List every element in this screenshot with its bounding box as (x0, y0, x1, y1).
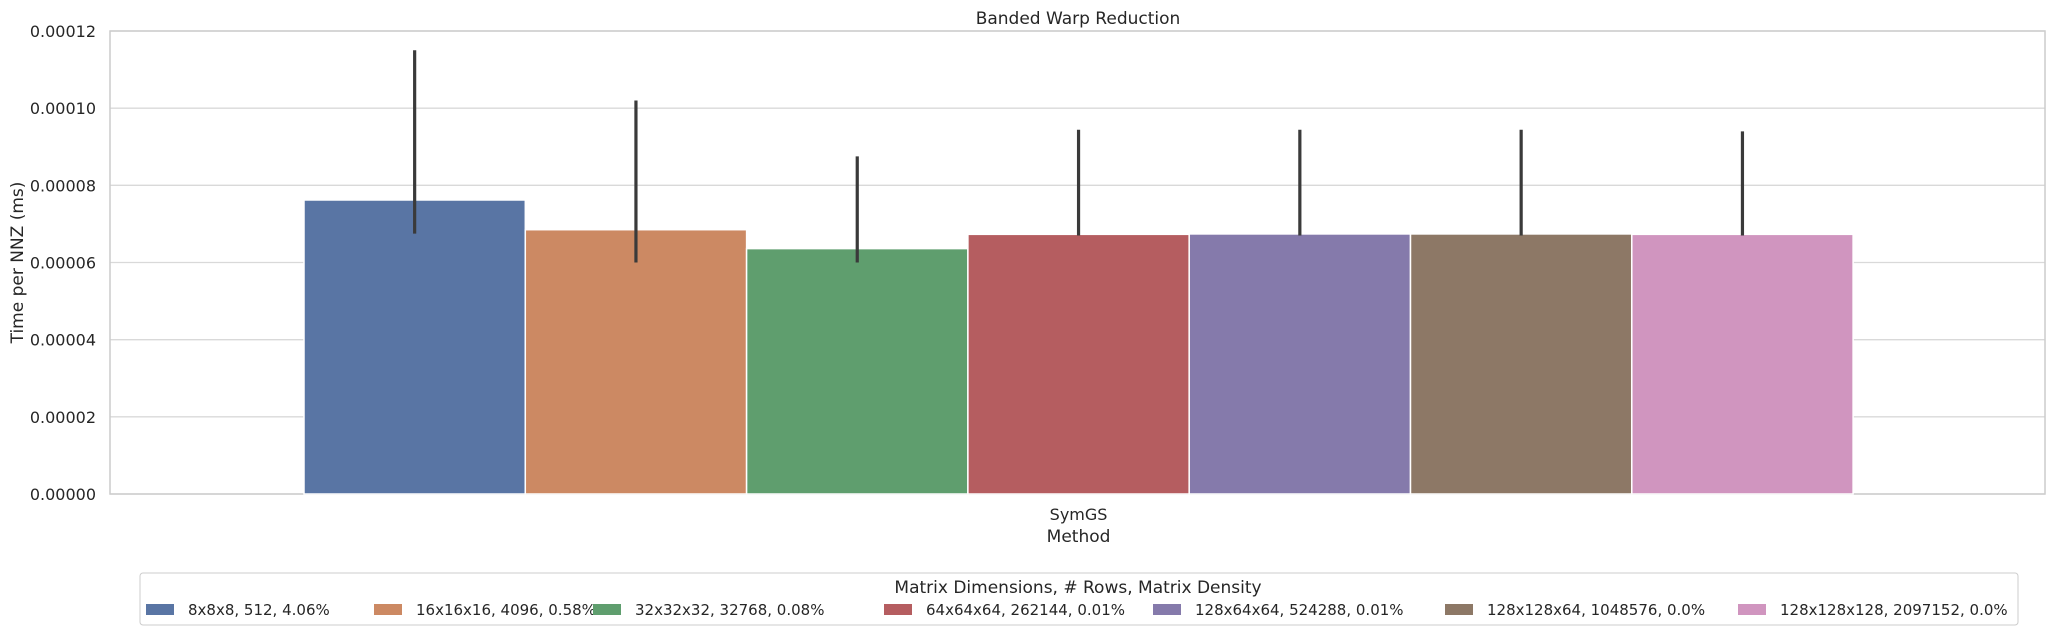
x-tick-labels: SymGS (1050, 505, 1108, 524)
bar (1409, 233, 1633, 495)
legend-swatch (1153, 604, 1181, 615)
legend-title: Matrix Dimensions, # Rows, Matrix Densit… (894, 578, 1261, 598)
bar (1631, 233, 1854, 495)
legend-swatch (1445, 604, 1473, 615)
error-bars (413, 50, 1745, 263)
legend-item: 16x16x16, 4096, 0.58% (374, 601, 596, 619)
bars (303, 199, 1854, 495)
y-tick-label: 0.00004 (30, 331, 96, 350)
legend-label: 128x128x128, 2097152, 0.0% (1780, 601, 2008, 619)
bar (1188, 233, 1412, 495)
y-tick-labels: 0.00000 0.00002 0.00004 0.00006 0.00008 0.000… (30, 22, 96, 504)
y-tick-label: 0.00002 (30, 408, 96, 427)
legend-item: 128x64x64, 524288, 0.01% (1153, 601, 1404, 619)
legend-items: 8x8x8, 512, 4.06% 16x16x16, 4096, 0.58% 32… (146, 601, 2008, 619)
legend-item: 64x64x64, 262144, 0.01% (884, 601, 1125, 619)
legend-label: 8x8x8, 512, 4.06% (188, 601, 330, 619)
chart-title: Banded Warp Reduction (976, 9, 1181, 29)
bar (967, 233, 1190, 495)
legend: Matrix Dimensions, # Rows, Matrix Densit… (139, 572, 2019, 626)
legend-swatch (1738, 604, 1766, 615)
y-tick-label: 0.00010 (30, 99, 96, 118)
legend-label: 64x64x64, 262144, 0.01% (926, 601, 1125, 619)
y-tick-label: 0.00006 (30, 254, 96, 273)
bar (745, 247, 969, 495)
bar (303, 199, 527, 495)
legend-item: 8x8x8, 512, 4.06% (146, 601, 330, 619)
bar (524, 228, 748, 495)
legend-label: 128x64x64, 524288, 0.01% (1195, 601, 1404, 619)
legend-item: 128x128x128, 2097152, 0.0% (1738, 601, 2008, 619)
legend-swatch (884, 604, 912, 615)
y-tick-label: 0.00012 (30, 22, 96, 41)
legend-label: 128x128x64, 1048576, 0.0% (1487, 601, 1705, 619)
legend-item: 32x32x32, 32768, 0.08% (593, 601, 824, 619)
x-tick-label: SymGS (1050, 505, 1108, 524)
legend-label: 16x16x16, 4096, 0.58% (416, 601, 596, 619)
y-axis-label: Time per NNZ (ms) (8, 182, 28, 345)
legend-label: 32x32x32, 32768, 0.08% (635, 601, 824, 619)
y-tick-label: 0.00000 (30, 485, 96, 504)
legend-item: 128x128x64, 1048576, 0.0% (1445, 601, 1705, 619)
legend-swatch (146, 604, 174, 615)
legend-swatch (593, 604, 621, 615)
x-axis-label: Method (1047, 527, 1111, 547)
y-tick-label: 0.00008 (30, 176, 96, 195)
legend-swatch (374, 604, 402, 615)
